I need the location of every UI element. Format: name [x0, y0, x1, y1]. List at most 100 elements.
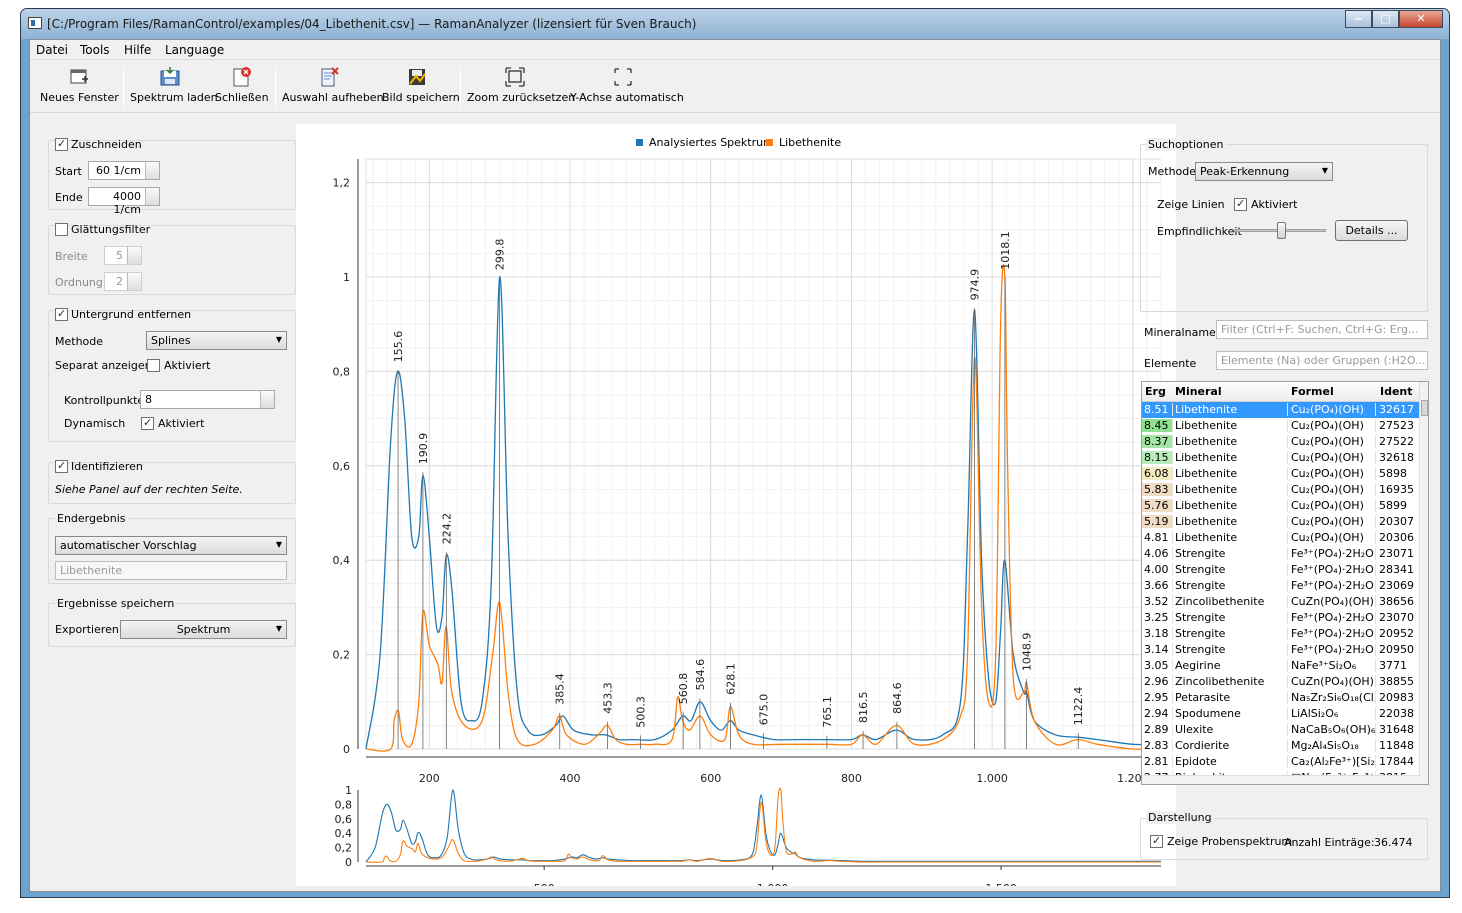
start-spinbox[interactable]: 60 1/cm — [88, 161, 160, 180]
load-spectrum-button[interactable]: Spektrum laden — [130, 65, 218, 111]
results-table[interactable]: Erg Mineral Formel Ident 8.51 Libethenite… — [1141, 381, 1429, 785]
table-row[interactable]: 3.05 Aegirine NaFe³⁺Si₂O₆ 3771 — [1142, 658, 1420, 674]
app-icon — [28, 17, 42, 29]
mineral-cell: Zincolibethenite — [1172, 675, 1287, 688]
elements-filter-input[interactable]: Elemente (Na) oder Gruppen (:H2O... — [1216, 351, 1428, 370]
table-row[interactable]: 2.96 Zincolibethenite CuZn(PO₄)(OH) 38855 — [1142, 674, 1420, 690]
y-tick-label: 1,2 — [333, 177, 351, 190]
new-window-button[interactable]: Neues Fenster — [40, 65, 119, 111]
save-image-button[interactable]: Bild speichern — [382, 65, 460, 111]
title-bar[interactable]: [C:/Program Files/RamanControl/examples/… — [21, 9, 1449, 39]
header-ident[interactable]: Ident — [1380, 385, 1413, 398]
menu-hilfe[interactable]: Hilfe — [124, 43, 152, 57]
identify-checkbox[interactable] — [55, 459, 68, 473]
table-row[interactable]: 5.76 Libethenite Cu₂(PO₄)(OH) 5899 — [1142, 498, 1420, 514]
crop-checkbox[interactable] — [55, 137, 68, 151]
separate-checkbox[interactable] — [147, 359, 160, 372]
end-spinbox[interactable]: 4000 1/cm — [88, 187, 160, 216]
peak-label: 224.2 — [440, 513, 453, 545]
close-file-button[interactable]: Schließen — [215, 65, 269, 111]
auto-y-axis-button[interactable]: Y-Achse automatisch — [570, 65, 684, 111]
menu-datei[interactable]: Datei — [36, 43, 69, 57]
table-row[interactable]: 2.94 Spodumene LiAlSi₂O₆ 22038 — [1142, 706, 1420, 722]
score-cell: 8.15 — [1142, 451, 1172, 464]
peak-label: 816.5 — [857, 691, 870, 723]
table-row[interactable]: 3.66 Strengite Fe³⁺(PO₄)·2H₂O 23069 — [1142, 578, 1420, 594]
mineral-cell: Strengite — [1172, 627, 1287, 640]
formula-cell: Cu₂(PO₄)(OH) — [1287, 531, 1375, 544]
peak-label: 765.1 — [821, 696, 834, 728]
result-field[interactable]: Libethenite — [55, 561, 287, 580]
dynamic-checkbox[interactable] — [141, 416, 154, 430]
reset-zoom-button[interactable]: Zoom zurücksetzen — [467, 65, 575, 111]
table-row[interactable]: 8.45 Libethenite Cu₂(PO₄)(OH) 27523 — [1142, 418, 1420, 434]
ident-cell: 31648 — [1375, 723, 1420, 736]
peak-label: 299.8 — [494, 239, 507, 271]
menu-tools[interactable]: Tools — [80, 43, 110, 57]
score-cell: 5.19 — [1142, 515, 1172, 528]
table-row[interactable]: 5.19 Libethenite Cu₂(PO₄)(OH) 20307 — [1142, 514, 1420, 530]
score-cell: 8.51 — [1144, 403, 1169, 416]
table-row[interactable]: 8.37 Libethenite Cu₂(PO₄)(OH) 27522 — [1142, 434, 1420, 450]
table-row[interactable]: 3.14 Strengite Fe³⁺(PO₄)·2H₂O 20950 — [1142, 642, 1420, 658]
header-mineral[interactable]: Mineral — [1175, 385, 1222, 398]
table-row[interactable]: 3.18 Strengite Fe³⁺(PO₄)·2H₂O 20952 — [1142, 626, 1420, 642]
bg-method-select[interactable]: Splines — [146, 331, 287, 350]
table-row[interactable]: 4.00 Strengite Fe³⁺(PO₄)·2H₂O 28341 — [1142, 562, 1420, 578]
table-vscrollbar[interactable] — [1419, 382, 1428, 784]
score-cell: 3.25 — [1144, 611, 1169, 624]
ident-cell: 22038 — [1375, 707, 1420, 720]
order-spinbox[interactable]: 2 — [104, 272, 142, 291]
export-select[interactable]: Spektrum — [120, 620, 287, 639]
details-button[interactable]: Details ... — [1335, 220, 1408, 241]
clear-selection-button[interactable]: Auswahl aufheben — [282, 65, 384, 111]
ident-cell: 11848 — [1375, 739, 1420, 752]
ident-cell: 20950 — [1375, 643, 1420, 656]
mineral-cell: Libethenite — [1172, 499, 1287, 512]
menu-language[interactable]: Language — [165, 43, 225, 57]
table-row[interactable]: 4.06 Strengite Fe³⁺(PO₄)·2H₂O 23071 — [1142, 546, 1420, 562]
new-window-icon — [70, 69, 88, 84]
mineral-cell: Strengite — [1172, 563, 1287, 576]
x-tick-label: 800 — [841, 772, 862, 785]
app-window: [C:/Program Files/RamanControl/examples/… — [20, 8, 1450, 898]
overview-x-tick-label: 1.000 — [757, 882, 789, 886]
width-spinbox[interactable]: 5 — [104, 246, 142, 265]
header-formel[interactable]: Formel — [1291, 385, 1334, 398]
minimize-button[interactable]: ‒ — [1345, 10, 1372, 28]
controlpoints-spinbox[interactable]: 8 — [140, 390, 275, 409]
dynamic-label: Dynamisch — [64, 417, 126, 430]
scroll-thumb[interactable] — [1421, 400, 1428, 416]
search-method-select[interactable]: Peak-Erkennung — [1195, 162, 1333, 181]
maximize-button[interactable]: □ — [1372, 10, 1399, 28]
formula-cell: Fe³⁺(PO₄)·2H₂O — [1287, 547, 1375, 560]
table-row[interactable]: 2.81 Epidote Ca₂(Al₂Fe³⁺)[Si₂O 17844 — [1142, 754, 1420, 770]
table-row[interactable]: 6.08 Libethenite Cu₂(PO₄)(OH) 5898 — [1142, 466, 1420, 482]
table-row[interactable]: 8.15 Libethenite Cu₂(PO₄)(OH) 32618 — [1142, 450, 1420, 466]
table-row[interactable]: 2.83 Cordierite Mg₂Al₄Si₅O₁₈ 11848 — [1142, 738, 1420, 754]
table-row[interactable]: 3.25 Strengite Fe³⁺(PO₄)·2H₂O 23070 — [1142, 610, 1420, 626]
chart-pane[interactable]: Analysiertes Spektrum Libethenite 200 400… — [296, 124, 1176, 886]
smooth-checkbox[interactable] — [55, 223, 68, 236]
client-area: Datei Tools Hilfe Language Neues Fenster… — [29, 39, 1441, 892]
show-sample-checkbox[interactable] — [1150, 834, 1163, 848]
header-erg[interactable]: Erg — [1145, 385, 1166, 398]
show-lines-checkbox[interactable] — [1234, 197, 1247, 211]
window-title: [C:/Program Files/RamanControl/examples/… — [47, 17, 697, 31]
background-checkbox[interactable] — [55, 307, 68, 321]
table-hscrollbar[interactable] — [1142, 775, 1420, 784]
table-row[interactable]: 4.81 Libethenite Cu₂(PO₄)(OH) 20306 — [1142, 530, 1420, 546]
sensitivity-slider[interactable] — [1234, 222, 1326, 239]
result-select[interactable]: automatischer Vorschlag — [55, 536, 287, 555]
table-row[interactable]: 5.83 Libethenite Cu₂(PO₄)(OH) 16935 — [1142, 482, 1420, 498]
table-row[interactable]: 3.52 Zincolibethenite CuZn(PO₄)(OH) 38656 — [1142, 594, 1420, 610]
close-button[interactable]: ✕ — [1399, 10, 1443, 28]
slider-thumb[interactable] — [1277, 222, 1286, 239]
overview-y-tick-label: 1 — [345, 784, 352, 797]
spectrum-chart[interactable]: 200 400 600 800 1.000 1.20000,20,40,60,811,21… — [296, 124, 1176, 886]
table-row[interactable]: 8.51 Libethenite Cu₂(PO₄)(OH) 32617 — [1142, 402, 1420, 418]
formula-cell: Fe³⁺(PO₄)·2H₂O — [1287, 579, 1375, 592]
mineral-filter-input[interactable]: Filter (Ctrl+F: Suchen, Ctrl+G: Erg... — [1216, 320, 1428, 339]
